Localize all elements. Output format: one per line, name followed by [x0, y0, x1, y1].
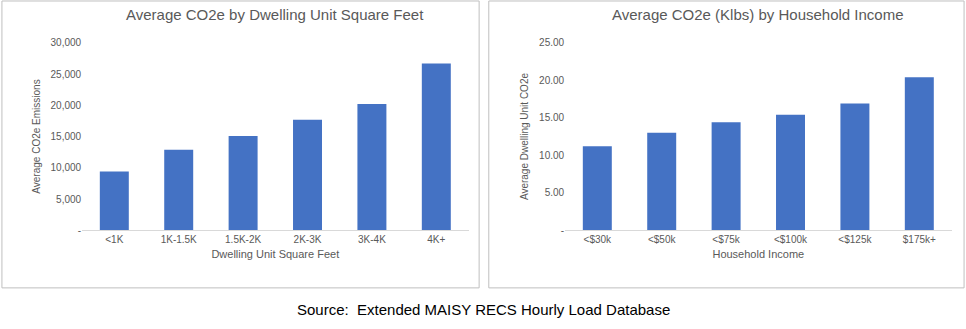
svg-text:Average Dwelling Unit CO2e: Average Dwelling Unit CO2e [519, 73, 530, 201]
svg-text:5.00: 5.00 [545, 187, 565, 198]
svg-text:$175k+: $175k+ [903, 234, 936, 245]
svg-text:30,000: 30,000 [51, 37, 82, 48]
svg-text:Average CO2e (Klbs) by Househo: Average CO2e (Klbs) by Household Income [612, 6, 904, 23]
svg-text:Household Income: Household Income [712, 248, 804, 260]
svg-text:-: - [78, 225, 81, 236]
svg-text:20.00: 20.00 [539, 75, 564, 86]
svg-text:<$50k: <$50k [648, 234, 677, 245]
svg-text:Dwelling Unit Square Feet: Dwelling Unit Square Feet [211, 248, 339, 260]
svg-text:3K-4K: 3K-4K [358, 234, 386, 245]
svg-text:<$125k: <$125k [838, 234, 872, 245]
svg-text:1.5K-2K: 1.5K-2K [225, 234, 261, 245]
svg-text:5,000: 5,000 [56, 194, 81, 205]
svg-text:<$30k: <$30k [584, 234, 613, 245]
svg-text:4K+: 4K+ [427, 234, 445, 245]
svg-text:1K-1.5K: 1K-1.5K [161, 234, 197, 245]
svg-text:20,000: 20,000 [51, 100, 82, 111]
svg-text:10,000: 10,000 [51, 162, 82, 173]
svg-text:Average CO2e by Dwelling Unit: Average CO2e by Dwelling Unit Square Fee… [126, 6, 424, 23]
svg-text:25,000: 25,000 [51, 69, 82, 80]
svg-text:Average CO2e Emissions: Average CO2e Emissions [31, 79, 42, 193]
svg-text:2K-3K: 2K-3K [294, 234, 322, 245]
svg-text:<$100k: <$100k [774, 234, 808, 245]
svg-text:Source: Extended MAISY RECS H: Source: Extended MAISY RECS Hourly Load … [297, 301, 670, 318]
svg-text:15.00: 15.00 [539, 112, 564, 123]
svg-text:-: - [561, 225, 564, 236]
svg-text:15,000: 15,000 [51, 131, 82, 142]
svg-text:25.00: 25.00 [539, 37, 564, 48]
svg-text:10.00: 10.00 [539, 150, 564, 161]
svg-text:<1K: <1K [105, 234, 123, 245]
svg-text:<$75k: <$75k [712, 234, 741, 245]
